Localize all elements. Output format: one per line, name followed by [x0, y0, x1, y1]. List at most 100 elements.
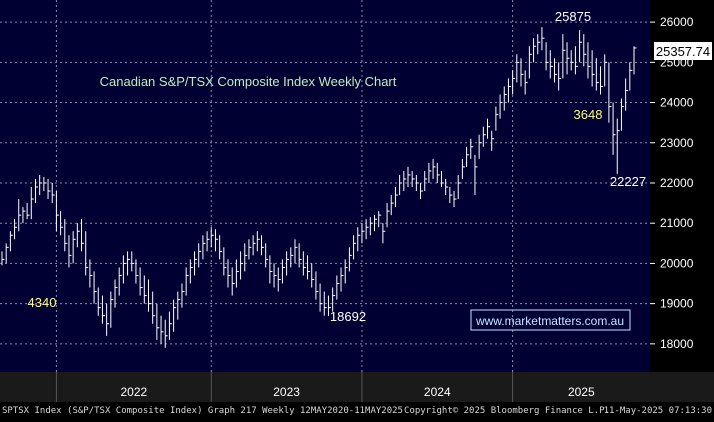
price-bar [89, 259, 93, 288]
price-bar [273, 263, 277, 288]
price-bar [152, 291, 156, 324]
price-bar [378, 211, 382, 228]
price-bar [595, 58, 599, 91]
price-bar [332, 287, 336, 312]
price-bar [185, 267, 189, 296]
price-bar [307, 255, 311, 280]
price-bar [415, 174, 419, 192]
price-bar [39, 174, 43, 196]
price-bar [131, 251, 135, 272]
price-bar [101, 295, 105, 324]
price-bar [365, 219, 369, 240]
price-bar [507, 78, 511, 103]
price-bars [1, 27, 637, 348]
price-bar [407, 166, 411, 188]
chart-title: Canadian S&P/TSX Composite Index Weekly … [100, 74, 397, 89]
price-bar [470, 138, 474, 159]
price-bar [424, 170, 428, 192]
price-bar [277, 267, 281, 292]
price-bar [357, 227, 361, 252]
price-bar [181, 283, 185, 308]
price-bar [135, 259, 139, 284]
price-bar [545, 42, 549, 71]
price-bar [487, 118, 491, 139]
footer-center: Copyright© 2025 Bloomberg Finance L.P. [404, 406, 610, 416]
price-bar [574, 46, 578, 75]
price-bar [579, 30, 583, 63]
price-bar [482, 126, 486, 147]
y-tick-label: 18000 [660, 337, 694, 351]
price-bar [281, 259, 285, 284]
price-bar [570, 50, 574, 71]
price-bar [298, 243, 302, 268]
last-price-label: 25357.74 [656, 44, 710, 59]
price-bar [122, 255, 126, 284]
price-bar [26, 203, 30, 220]
price-bar [604, 54, 608, 87]
price-bar [194, 251, 198, 276]
price-bar [252, 235, 256, 256]
price-bar [231, 267, 235, 296]
price-bar [260, 235, 264, 256]
price-bar [625, 78, 629, 111]
price-bar [118, 267, 122, 296]
price-bar [189, 259, 193, 284]
price-bar [549, 50, 553, 79]
x-axis-ticks: 2022 2023 2024 2025 [55, 372, 595, 402]
price-bar [348, 247, 352, 272]
price-bar [290, 247, 294, 268]
price-bar [491, 130, 495, 151]
price-bar [353, 235, 357, 260]
annotation-drop-2022: 4340 [28, 295, 57, 310]
price-bar [168, 311, 172, 340]
price-bar [411, 170, 415, 188]
price-bar [106, 303, 110, 336]
price-bar [240, 251, 244, 280]
price-bar [524, 70, 528, 95]
x-tick-label: 2025 [568, 385, 595, 399]
price-bar [206, 231, 210, 252]
price-bar [495, 106, 499, 131]
price-bar [22, 207, 26, 224]
x-axis-panel [0, 372, 714, 402]
price-bar [461, 158, 465, 179]
price-bar [394, 187, 398, 208]
price-bar [516, 54, 520, 83]
annotation-peak: 25875 [555, 9, 591, 24]
price-bar [420, 182, 424, 200]
price-bar [399, 174, 403, 196]
price-bar [466, 146, 470, 167]
price-bar [210, 227, 214, 248]
price-bar [361, 223, 365, 244]
price-bar [5, 243, 9, 264]
price-bar [323, 291, 327, 316]
price-bar [139, 267, 143, 296]
price-bar [533, 38, 537, 63]
price-bar [541, 27, 545, 51]
price-bar [583, 34, 587, 67]
price-bar [562, 34, 566, 79]
price-bar [478, 134, 482, 159]
price-bar [382, 223, 386, 244]
price-bar [612, 102, 616, 155]
price-bar [319, 283, 323, 312]
price-bar [60, 211, 64, 236]
price-bar [198, 243, 202, 268]
price-bar [68, 235, 72, 268]
price-bar [156, 303, 160, 340]
x-tick-label: 2024 [424, 385, 451, 399]
price-bar [286, 251, 290, 276]
price-bar [214, 229, 218, 252]
price-bar [1, 251, 5, 266]
footer-left: SPTSX Index (S&P/TSX Composite Index) Gr… [2, 406, 403, 416]
price-bar [160, 315, 164, 344]
price-bar [143, 275, 147, 304]
y-axis-ticks: 1800019000200002100022000230002400025000… [650, 15, 694, 351]
price-bar [244, 243, 248, 272]
price-bar [558, 62, 562, 91]
price-bar [537, 34, 541, 55]
price-bar [248, 239, 252, 260]
price-bar [97, 287, 101, 316]
price-bar [81, 219, 85, 252]
